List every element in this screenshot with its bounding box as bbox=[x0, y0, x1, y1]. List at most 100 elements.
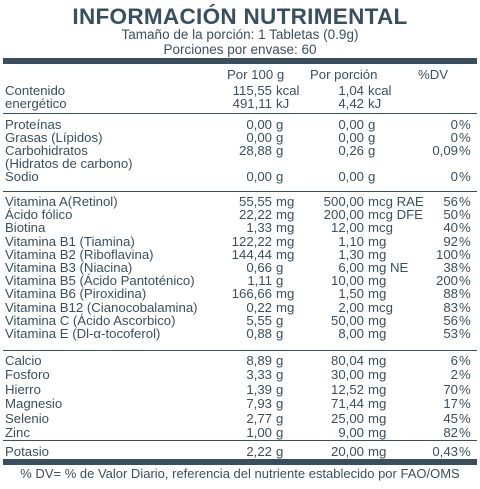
percent-sign: % bbox=[459, 410, 471, 426]
percent-sign: % bbox=[459, 143, 471, 159]
daily-value: 53 bbox=[443, 326, 458, 341]
unit-per-100g: g bbox=[276, 444, 284, 459]
nutrient-row: Vitamina B12 (Cianocobalamina) 0,22 mg 2,00… bbox=[0, 299, 480, 315]
value-per-serving: 0,00 bbox=[338, 130, 364, 146]
value-per-100g: 8,89 bbox=[246, 353, 272, 368]
nutrient-row: Vitamina B6 (Piroxidina) 166,66 mg 1,50 mg 88… bbox=[0, 287, 480, 301]
value-per-100g: 122,22 bbox=[231, 233, 272, 249]
servings-per-container: Porciones por envase: 60 bbox=[163, 42, 317, 57]
nutrient-name: Zinc bbox=[5, 425, 30, 440]
unit-per-100g: g bbox=[276, 260, 284, 275]
value-per-serving: 9,00 bbox=[338, 425, 364, 440]
nutrient-name: Fosforo bbox=[5, 367, 50, 383]
percent-sign: % bbox=[459, 117, 471, 132]
divider-thick-bottom bbox=[3, 459, 477, 465]
value-per-serving: 8,00 bbox=[338, 326, 364, 341]
nutrient-row: Carbohidratos 28,88 g 0,26 g 0,09% bbox=[0, 144, 480, 158]
energy-kj-100g: 491,11 bbox=[232, 96, 272, 111]
panel-title: INFORMACIÓN NUTRIMENTAL bbox=[72, 4, 408, 29]
nutrient-name: Grasas (Lípidos) bbox=[5, 130, 103, 146]
daily-value: 45 bbox=[443, 410, 458, 426]
percent-sign: % bbox=[459, 286, 471, 302]
value-per-100g: 0,22 bbox=[246, 299, 272, 315]
divider-vitamins bbox=[3, 350, 477, 351]
unit-per-serving: mg bbox=[368, 286, 387, 302]
value-per-serving: 30,00 bbox=[330, 367, 364, 383]
energy-label-1: Contenido bbox=[5, 83, 66, 98]
energy-kcal-serving: 1,04 bbox=[338, 83, 364, 98]
percent-sign: % bbox=[459, 299, 471, 315]
unit-per-serving: mg bbox=[368, 425, 387, 440]
unit-per-serving: mg bbox=[368, 367, 387, 383]
unit-per-serving: mg bbox=[368, 233, 387, 249]
unit-per-100g: g bbox=[276, 410, 284, 426]
nutrient-row: Vitamina E (Dl-α-tocoferol) 0,88 g 8,00 mg 53… bbox=[0, 327, 480, 341]
value-per-100g: 1,33 bbox=[246, 220, 272, 236]
daily-value: 200 bbox=[435, 273, 458, 289]
value-per-100g: 0,88 bbox=[246, 326, 272, 341]
unit-per-serving: g bbox=[368, 143, 376, 159]
nutrient-row: Ácido fólico 22,22 mg 200,00 mcg DFE 50% bbox=[0, 208, 480, 222]
unit-per-100g: g bbox=[276, 169, 284, 185]
value-per-100g: 22,22 bbox=[238, 207, 272, 223]
unit-per-serving: g bbox=[368, 169, 376, 185]
nutrient-name: Vitamina B1 (Tiamina) bbox=[5, 233, 135, 249]
serving-size: Tamaño de la porción: 1 Tabletas (0.9g) bbox=[121, 27, 359, 42]
nutrient-name: (Hidratos de carbono) bbox=[5, 156, 133, 172]
percent-sign: % bbox=[459, 312, 471, 328]
value-per-100g: 1,00 bbox=[246, 425, 272, 440]
daily-value: 0,43 bbox=[432, 444, 458, 459]
daily-value: 6 bbox=[450, 353, 458, 368]
value-per-serving: 2,00 bbox=[338, 299, 364, 315]
col-header-per-100g: Por 100 g bbox=[227, 67, 285, 82]
value-per-100g: 144,44 bbox=[231, 246, 272, 262]
daily-value: 2 bbox=[450, 367, 458, 383]
unit-per-serving: mcg DFE bbox=[368, 207, 423, 223]
unit-per-100g: mg bbox=[276, 246, 295, 262]
value-per-100g: 55,55 bbox=[238, 194, 272, 209]
value-per-serving: 80,04 bbox=[330, 353, 364, 368]
percent-sign: % bbox=[459, 220, 471, 236]
daily-value: 56 bbox=[443, 194, 458, 209]
unit-per-serving: mg bbox=[368, 444, 387, 459]
nutrient-row: Vitamina B1 (Tiamina) 122,22 mg 1,10 mg 92% bbox=[0, 233, 480, 249]
nutrient-name: Vitamina B2 (Riboflavina) bbox=[5, 246, 154, 262]
percent-sign: % bbox=[459, 260, 471, 275]
nutrient-name: Vitamina C (Ácido Ascorbico) bbox=[5, 312, 176, 328]
value-per-serving: 1,50 bbox=[338, 286, 364, 302]
value-per-100g: 0,00 bbox=[246, 117, 272, 132]
daily-value: 0 bbox=[450, 130, 458, 146]
unit-per-100g: mg bbox=[276, 194, 295, 209]
daily-value: 50 bbox=[443, 207, 458, 223]
daily-value: 82 bbox=[443, 425, 458, 440]
nutrient-name: Vitamina B5 (Ácido Pantoténico) bbox=[5, 273, 195, 289]
energy-label-2: energético bbox=[5, 96, 67, 111]
nutrient-name: Potasio bbox=[5, 444, 49, 459]
nutrient-row: Potasio 2,22 g 20,00 mg 0,43% bbox=[0, 445, 480, 459]
percent-sign: % bbox=[459, 425, 471, 440]
unit-per-100g: g bbox=[276, 143, 284, 159]
unit-per-100g: g bbox=[276, 353, 284, 368]
unit-per-serving: mg bbox=[368, 326, 387, 341]
footnote: % DV= % de Valor Diario, referencia del … bbox=[20, 466, 460, 481]
percent-sign: % bbox=[459, 381, 471, 397]
daily-value: 83 bbox=[443, 299, 458, 315]
nutrient-name: Vitamina B3 (Niacina) bbox=[5, 260, 133, 275]
unit-per-100g: mg bbox=[276, 220, 295, 236]
nutrient-row: Zinc 1,00 g 9,00 mg 82% bbox=[0, 426, 480, 440]
unit-per-serving: mg bbox=[368, 246, 387, 262]
divider-thick-top bbox=[3, 58, 477, 64]
value-per-serving: 1,10 bbox=[338, 233, 364, 249]
daily-value: 0 bbox=[450, 117, 458, 132]
value-per-serving: 25,00 bbox=[330, 410, 364, 426]
nutrient-row: Grasas (Lípidos) 0,00 g 0,00 g 0% bbox=[0, 131, 480, 145]
col-header-dv: %DV bbox=[418, 67, 449, 82]
value-per-serving: 200,00 bbox=[323, 207, 364, 223]
percent-sign: % bbox=[459, 246, 471, 262]
daily-value: 56 bbox=[443, 312, 458, 328]
value-per-serving: 0,26 bbox=[338, 143, 364, 159]
nutrient-name: Vitamina A(Retinol) bbox=[5, 194, 118, 209]
unit-per-serving: mg bbox=[368, 396, 387, 412]
value-per-serving: 12,00 bbox=[330, 220, 364, 236]
energy-kcal-unit: kcal bbox=[276, 83, 300, 98]
